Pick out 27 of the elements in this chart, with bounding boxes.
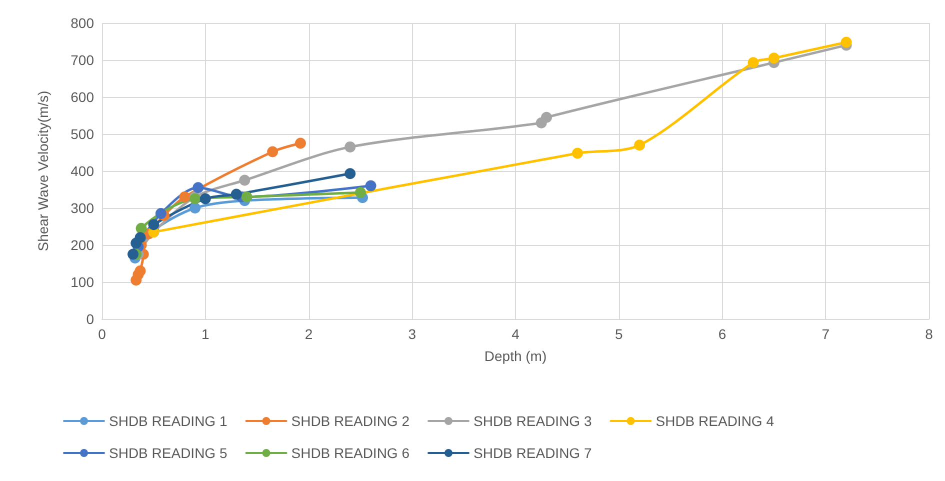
legend-label: SHDB READING 1	[109, 413, 228, 429]
legend-label: SHDB READING 6	[291, 445, 410, 461]
legend-label: SHDB READING 3	[473, 413, 592, 429]
x-tick-label: 1	[201, 326, 210, 342]
x-tick-label: 2	[304, 326, 313, 342]
x-tick-label: 8	[925, 326, 934, 342]
y-tick-label: 800	[70, 15, 94, 31]
legend-label: SHDB READING 4	[656, 413, 774, 429]
x-tick-label: 3	[408, 326, 416, 342]
x-tick-label: 7	[822, 326, 830, 342]
y-tick-label: 600	[70, 89, 94, 105]
y-tick-label: 700	[70, 52, 94, 68]
y-tick-label: 100	[70, 274, 94, 290]
y-tick-label: 400	[70, 163, 94, 179]
x-tick-label: 6	[718, 326, 726, 342]
x-tick-label: 0	[98, 326, 106, 342]
legend-label: SHDB READING 5	[109, 445, 228, 461]
y-tick-label: 300	[70, 200, 94, 216]
x-tick-label: 4	[512, 326, 520, 342]
y-axis-title: Shear Wave Velocity(m/s)	[35, 90, 51, 252]
legend-label: SHDB READING 2	[291, 413, 410, 429]
y-tick-label: 0	[86, 311, 94, 327]
x-axis-title: Depth (m)	[484, 348, 547, 364]
x-tick-label: 5	[614, 326, 623, 342]
y-tick-label: 500	[70, 126, 94, 142]
y-tick-label: 200	[70, 237, 94, 253]
legend-label: SHDB READING 7	[473, 445, 592, 461]
